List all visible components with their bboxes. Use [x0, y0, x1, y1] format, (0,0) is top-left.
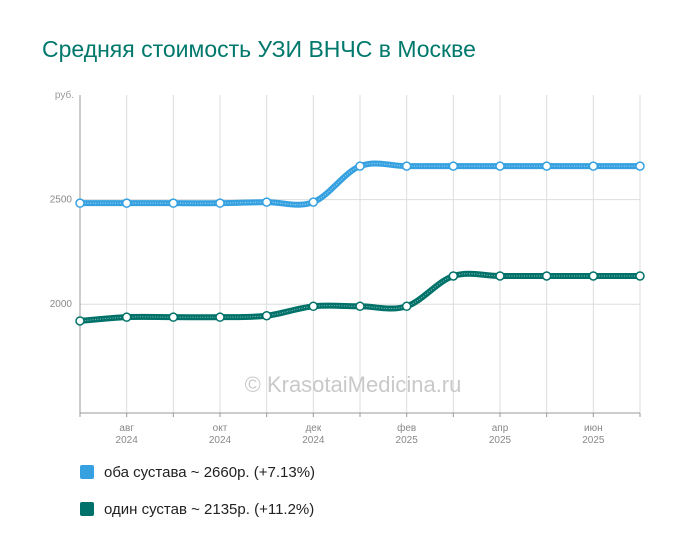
data-point-one — [215, 312, 225, 322]
data-point-both — [121, 198, 132, 208]
data-point-one — [355, 301, 365, 312]
series — [75, 160, 645, 326]
data-point-one — [495, 271, 505, 281]
x-tick-label-month: июн — [584, 423, 603, 434]
data-point-one — [261, 310, 272, 321]
legend: оба сустава ~ 2660р. (+7.13%) один суста… — [80, 462, 315, 519]
data-point-both — [308, 197, 319, 207]
data-point-one — [121, 312, 132, 322]
data-point-one — [635, 271, 645, 281]
x-tick-label-year: 2025 — [582, 435, 605, 446]
legend-item-both[interactable]: оба сустава ~ 2660р. (+7.13%) — [80, 462, 315, 482]
data-point-both — [261, 197, 272, 207]
data-point-one — [308, 301, 319, 312]
x-tick-label-month: фев — [397, 422, 416, 434]
watermark: © KrasotaiMedicina.ru — [245, 372, 462, 397]
data-point-one — [588, 271, 599, 281]
legend-label-both: оба сустава ~ 2660р. (+7.13%) — [104, 463, 316, 481]
data-point-both — [168, 198, 179, 208]
y-tick-label: 2000 — [50, 299, 73, 310]
data-point-both — [75, 198, 85, 208]
legend-swatch-both — [80, 465, 94, 479]
chart-title: Средняя стоимость УЗИ ВНЧС в Москве — [42, 36, 476, 62]
x-tick-label-year: 2024 — [116, 435, 139, 446]
x-tick-label-year: 2025 — [396, 435, 419, 446]
x-tick-label-month: окт — [213, 423, 228, 434]
x-tick-label-month: авг — [119, 423, 134, 434]
x-tick-label-year: 2024 — [209, 435, 232, 446]
data-point-one — [401, 301, 412, 312]
data-point-both — [588, 161, 599, 171]
x-tick-label-year: 2025 — [489, 435, 512, 446]
grid — [79, 95, 641, 413]
data-point-both — [495, 161, 505, 171]
x-tick-label-month: апр — [492, 423, 509, 434]
legend-item-one[interactable]: один сустав ~ 2135р. (+11.2%) — [80, 499, 315, 519]
data-point-both — [401, 161, 412, 171]
y-axis-unit-label: руб. — [55, 89, 74, 101]
x-tick-label-year: 2024 — [302, 435, 325, 446]
legend-label-one: один сустав ~ 2135р. (+11.2%) — [104, 500, 315, 518]
data-point-one — [541, 271, 552, 281]
data-point-both — [448, 161, 459, 171]
data-point-both — [541, 161, 552, 171]
data-point-one — [75, 316, 85, 326]
data-point-both — [215, 198, 225, 208]
data-point-both — [355, 161, 365, 171]
data-point-one — [168, 312, 179, 322]
legend-swatch-one — [80, 502, 94, 516]
data-point-one — [448, 271, 459, 281]
axes: руб.20002500авг2024окт2024дек2024фев2025… — [50, 89, 641, 446]
x-tick-label-month: дек — [305, 423, 321, 434]
y-tick-label: 2500 — [50, 195, 73, 206]
data-point-both — [635, 161, 645, 171]
